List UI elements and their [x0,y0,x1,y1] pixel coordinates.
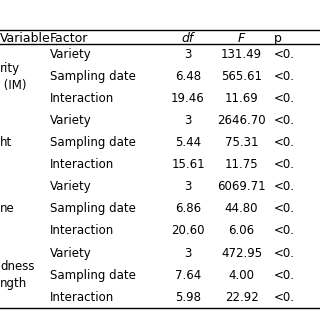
Text: 44.80: 44.80 [225,203,258,215]
Text: 7.64: 7.64 [175,268,201,282]
Text: Factor: Factor [50,32,88,44]
Text: 11.75: 11.75 [225,158,259,172]
Text: ht: ht [0,136,12,149]
Text: 2646.70: 2646.70 [217,114,266,127]
Text: 131.49: 131.49 [221,48,262,61]
Text: <0.: <0. [274,268,295,282]
Text: <0.: <0. [274,136,295,149]
Text: 22.92: 22.92 [225,291,259,304]
Text: <0.: <0. [274,246,295,260]
Text: 5.44: 5.44 [175,136,201,149]
Text: Variety: Variety [50,114,91,127]
Text: ne: ne [0,203,15,215]
Text: Sampling date: Sampling date [50,268,135,282]
Text: <0.: <0. [274,48,295,61]
Text: 6.86: 6.86 [175,203,201,215]
Text: 3: 3 [184,48,192,61]
Text: 5.98: 5.98 [175,291,201,304]
Text: 75.31: 75.31 [225,136,258,149]
Text: <0.: <0. [274,291,295,304]
Text: <0.: <0. [274,203,295,215]
Text: 3: 3 [184,180,192,193]
Text: dness
ngth: dness ngth [0,260,35,290]
Text: rity
 (IM): rity (IM) [0,62,27,92]
Text: <0.: <0. [274,70,295,83]
Text: 11.69: 11.69 [225,92,259,105]
Text: Variable: Variable [0,32,51,44]
Text: 6.06: 6.06 [228,225,255,237]
Text: 3: 3 [184,114,192,127]
Text: 6069.71: 6069.71 [217,180,266,193]
Text: Sampling date: Sampling date [50,70,135,83]
Text: <0.: <0. [274,158,295,172]
Text: <0.: <0. [274,114,295,127]
Text: Interaction: Interaction [50,225,114,237]
Text: 19.46: 19.46 [171,92,205,105]
Text: Sampling date: Sampling date [50,203,135,215]
Text: p: p [274,32,282,44]
Text: 4.00: 4.00 [228,268,255,282]
Text: 472.95: 472.95 [221,246,262,260]
Text: Variety: Variety [50,246,91,260]
Text: <0.: <0. [274,225,295,237]
Text: 565.61: 565.61 [221,70,262,83]
Text: Interaction: Interaction [50,92,114,105]
Text: <0.: <0. [274,92,295,105]
Text: Variety: Variety [50,48,91,61]
Text: Variety: Variety [50,180,91,193]
Text: Sampling date: Sampling date [50,136,135,149]
Text: 3: 3 [184,246,192,260]
Text: Interaction: Interaction [50,158,114,172]
Text: df: df [182,32,194,44]
Text: 20.60: 20.60 [171,225,205,237]
Text: F: F [238,32,245,44]
Text: 6.48: 6.48 [175,70,201,83]
Text: <0.: <0. [274,180,295,193]
Text: Interaction: Interaction [50,291,114,304]
Text: 15.61: 15.61 [171,158,205,172]
